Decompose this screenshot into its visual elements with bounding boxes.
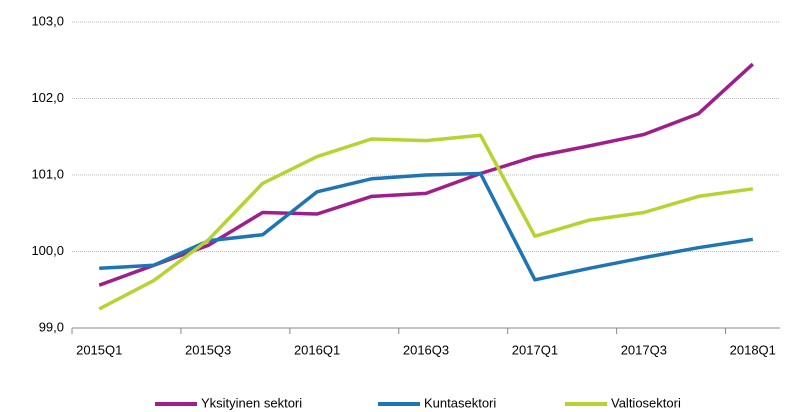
- x-tick-label: 2016Q3: [403, 342, 449, 357]
- x-tick-label: 2018Q1: [730, 342, 776, 357]
- legend-label: Kuntasektori: [424, 395, 496, 410]
- series-line: [98, 133, 754, 311]
- y-tick-label: 102,0: [31, 90, 64, 105]
- legend-label: Valtiosektori: [611, 395, 681, 410]
- legend-label: Yksityinen sektori: [201, 395, 302, 410]
- x-tick-label: 2015Q1: [76, 342, 122, 357]
- y-tick-label: 101,0: [31, 166, 64, 181]
- y-tick-label: 99,0: [39, 319, 64, 334]
- y-tick-label: 100,0: [31, 243, 64, 258]
- x-tick-label: 2016Q1: [294, 342, 340, 357]
- x-tick-label: 2017Q3: [621, 342, 667, 357]
- series-line: [99, 171, 754, 282]
- y-tick-label: 103,0: [31, 13, 64, 28]
- x-tick-label: 2015Q3: [185, 342, 231, 357]
- x-tick-label: 2017Q1: [512, 342, 558, 357]
- series-line: [98, 62, 754, 287]
